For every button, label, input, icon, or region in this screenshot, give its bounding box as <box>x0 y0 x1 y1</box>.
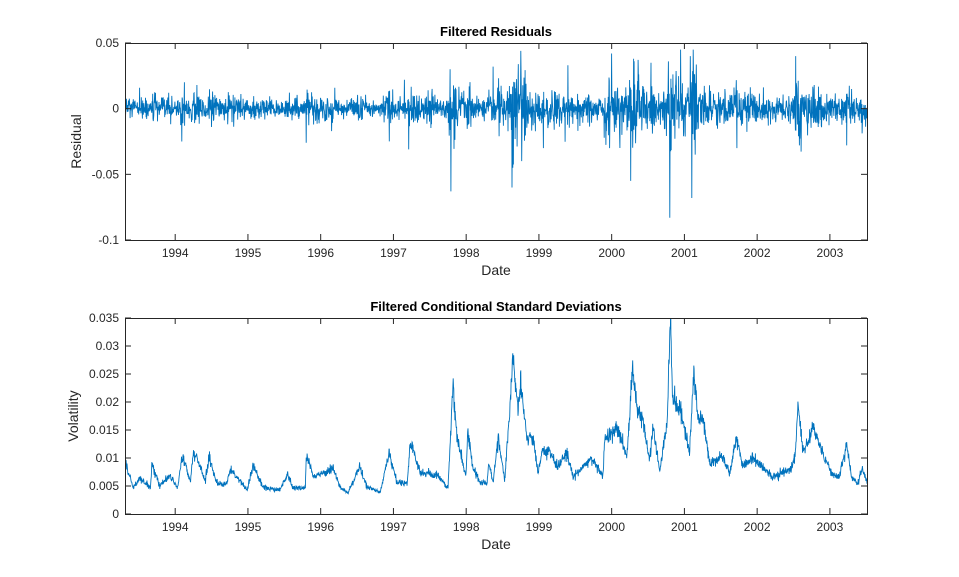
x-tick-label: 1994 <box>162 246 189 260</box>
x-tick-label: 2002 <box>744 520 771 534</box>
x-tick-label: 1996 <box>307 520 334 534</box>
x-tick-label: 1995 <box>235 246 262 260</box>
volatility-series-line <box>125 318 867 495</box>
x-tick-label: 1999 <box>526 520 553 534</box>
volatility-axes: 1994 1995 1996 1997 1998 1999 2000 2001 2002 2003… <box>65 299 868 552</box>
x-tick-label: 1997 <box>380 520 407 534</box>
y-tick-label: 0.005 <box>89 479 119 493</box>
x-axis-label: Date <box>481 536 511 552</box>
x-tick-label: 1994 <box>162 520 189 534</box>
y-tick-label: -0.05 <box>92 167 120 181</box>
y-tick-label: 0.01 <box>96 451 120 465</box>
y-axis-label: Volatility <box>65 390 81 441</box>
chart-title: Filtered Residuals <box>440 24 552 39</box>
x-tick-label: 1995 <box>235 520 262 534</box>
x-tick-label: 1997 <box>380 246 407 260</box>
y-tick-label: 0.02 <box>96 395 120 409</box>
chart-title: Filtered Conditional Standard Deviations <box>370 299 621 314</box>
x-tick-label: 1998 <box>453 520 480 534</box>
x-tick-label: 1999 <box>526 246 553 260</box>
x-tick-label: 2003 <box>817 520 844 534</box>
axes-box <box>125 318 868 515</box>
y-tick-label: 0.03 <box>96 339 120 353</box>
residuals-axes: 1994 1995 1996 1997 1998 1999 2000 2001 2002 2003… <box>68 24 868 278</box>
x-tick-label: 1998 <box>453 246 480 260</box>
y-tick-label: 0.035 <box>89 311 119 325</box>
y-tick-label: -0.1 <box>98 233 119 247</box>
y-axis-label: Residual <box>68 114 84 168</box>
y-tick-label: 0 <box>112 507 119 521</box>
x-tick-label: 2002 <box>744 246 771 260</box>
x-tick-label: 2000 <box>598 520 625 534</box>
y-tick-label: 0.015 <box>89 423 119 437</box>
axes-box <box>125 43 868 241</box>
y-tick-label: 0.025 <box>89 367 119 381</box>
y-tick-label: 0 <box>112 102 119 116</box>
x-tick-label: 2001 <box>671 520 698 534</box>
x-tick-label: 1996 <box>307 246 334 260</box>
x-tick-label: 2003 <box>817 246 844 260</box>
x-axis-label: Date <box>481 262 511 278</box>
residual-series-line <box>125 49 867 218</box>
y-tick-label: 0.05 <box>96 36 120 50</box>
x-tick-label: 2000 <box>598 246 625 260</box>
x-tick-label: 2001 <box>671 246 698 260</box>
